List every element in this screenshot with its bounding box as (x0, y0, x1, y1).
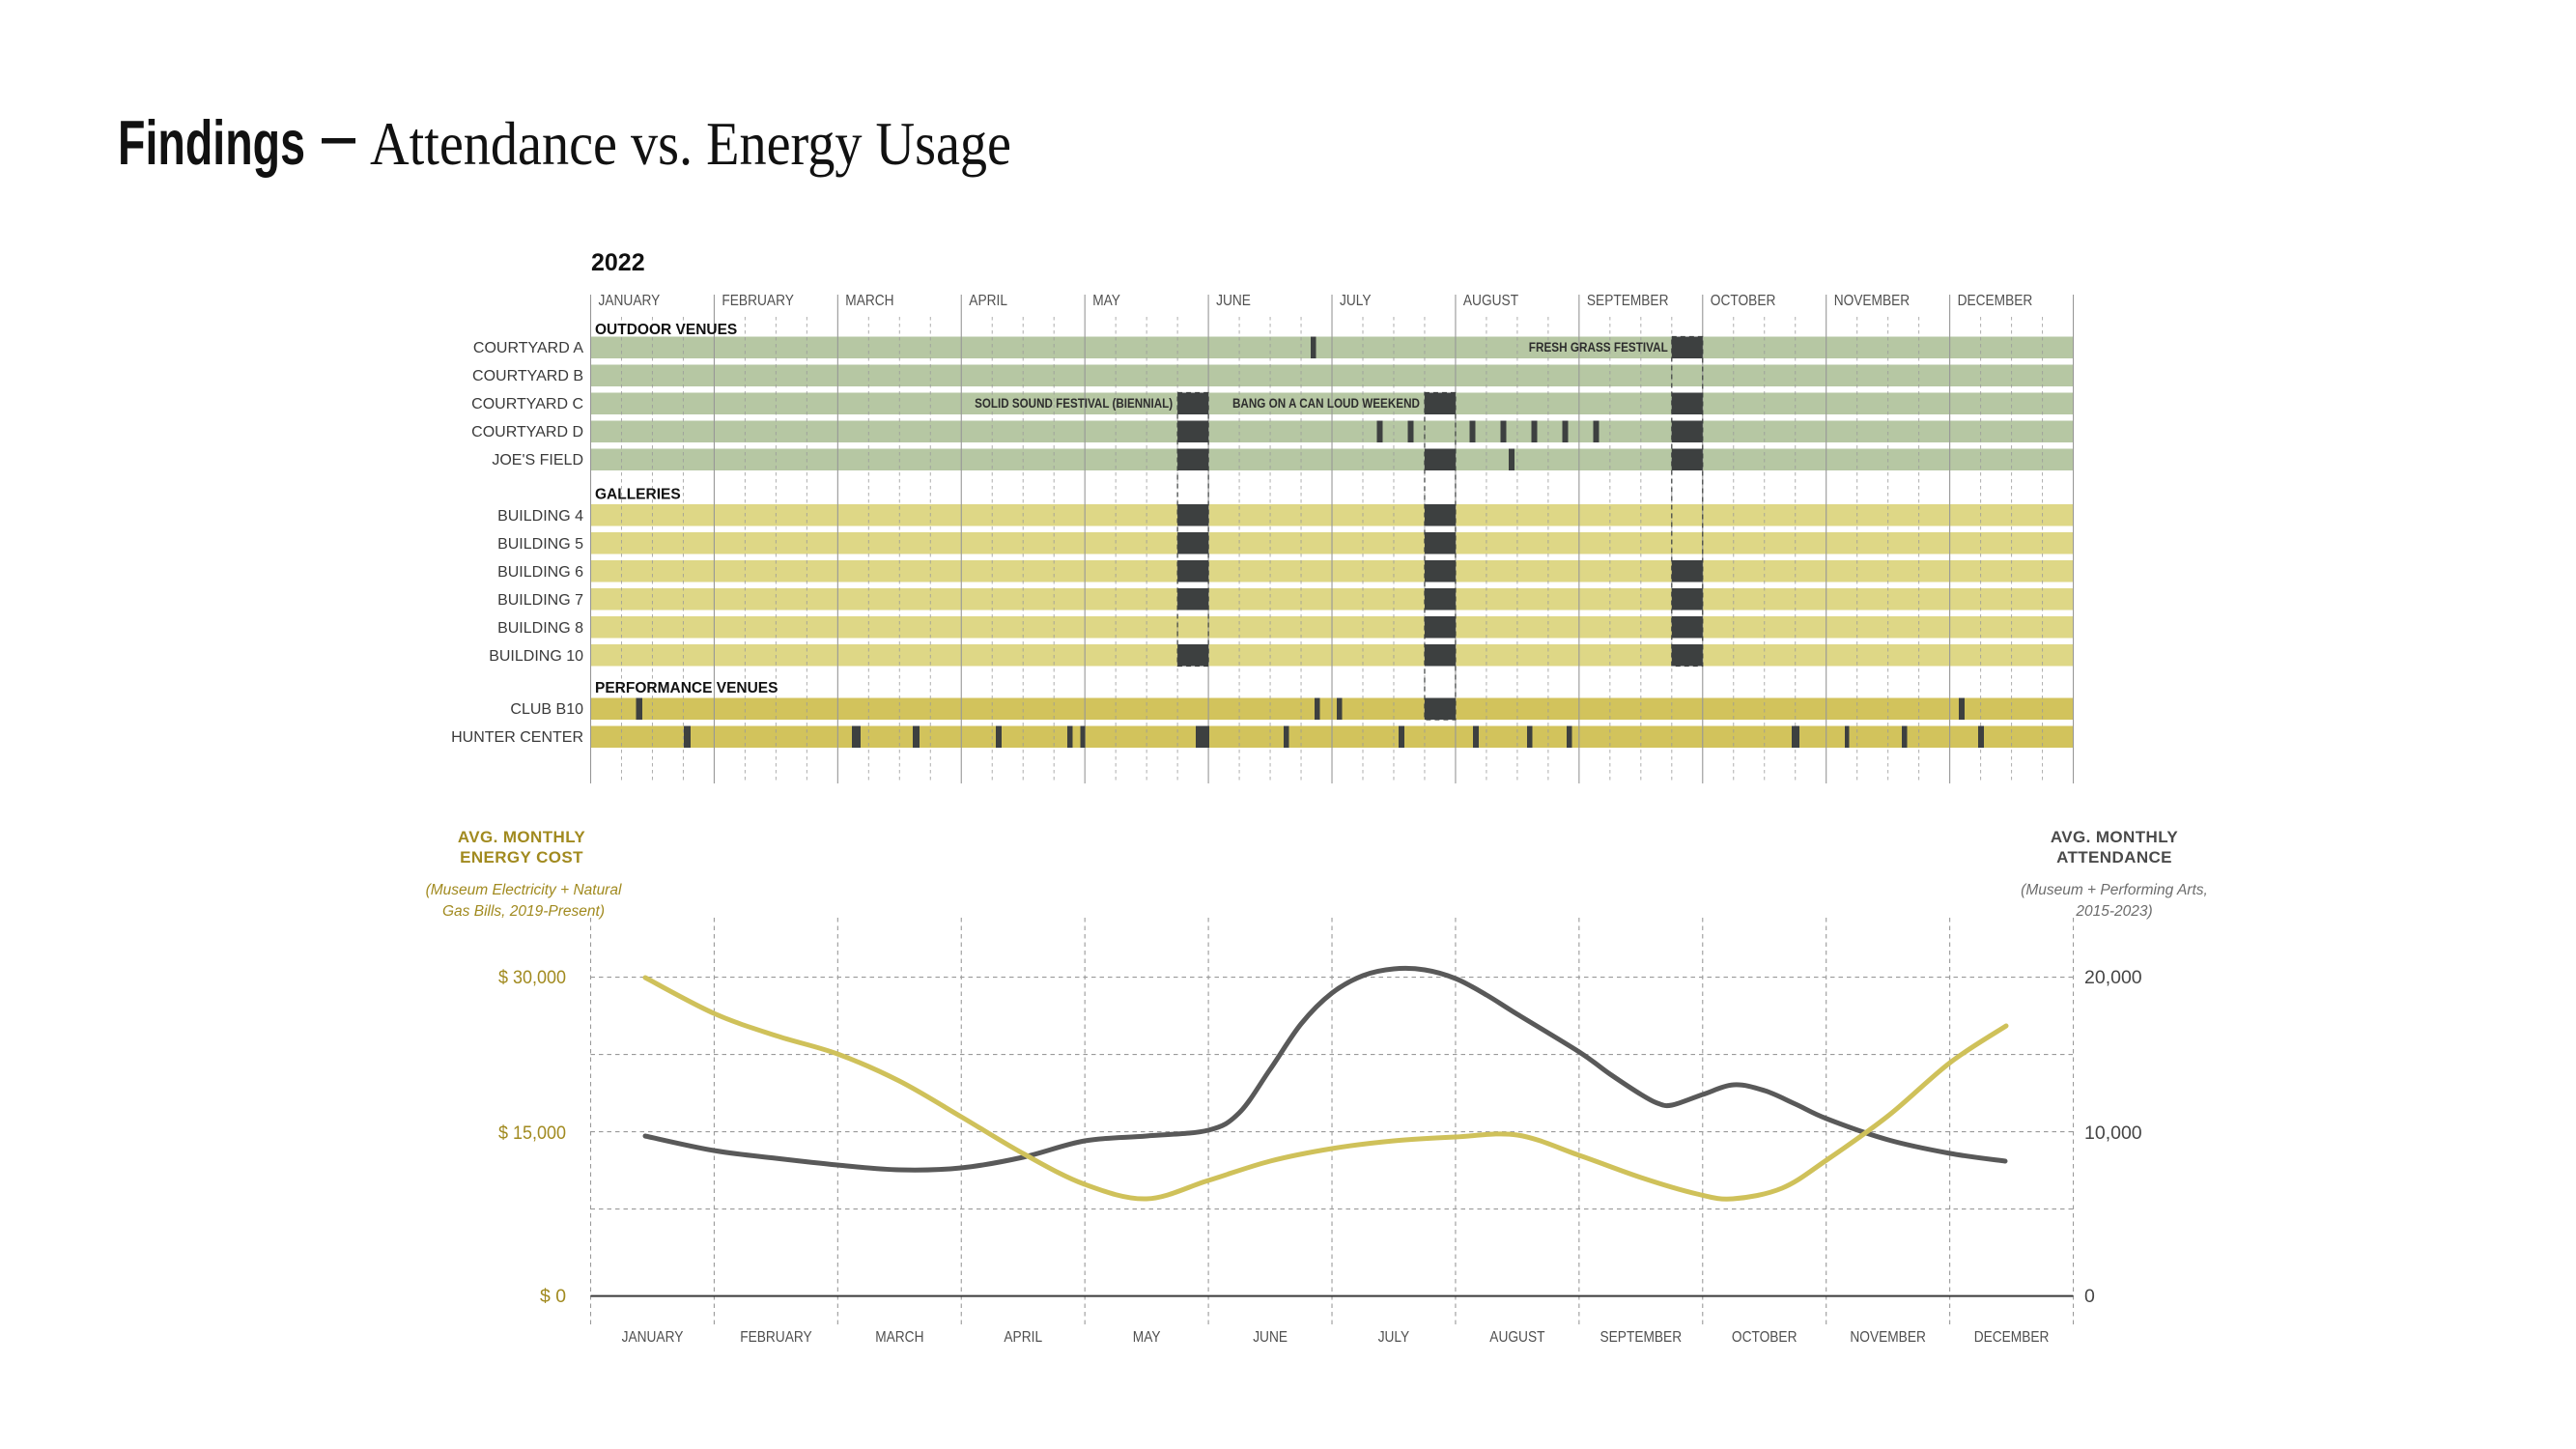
svg-text:(Museum + Performing Arts,: (Museum + Performing Arts, (2021, 882, 2208, 898)
svg-text:PERFORMANCE VENUES: PERFORMANCE VENUES (595, 680, 778, 696)
svg-text:SEPTEMBER: SEPTEMBER (1587, 293, 1669, 309)
svg-text:MARCH: MARCH (875, 1329, 923, 1346)
svg-text:DECEMBER: DECEMBER (1974, 1329, 2050, 1346)
svg-text:JANUARY: JANUARY (599, 293, 661, 309)
svg-text:BUILDING 6: BUILDING 6 (497, 564, 583, 581)
svg-text:20,000: 20,000 (2084, 967, 2142, 988)
svg-text:MAY: MAY (1092, 293, 1120, 309)
svg-text:MARCH: MARCH (845, 293, 893, 309)
svg-text:$ 15,000: $ 15,000 (498, 1122, 566, 1144)
svg-text:COURTYARD B: COURTYARD B (472, 368, 583, 384)
svg-text:Findings: Findings (118, 107, 305, 178)
svg-text:$ 30,000: $ 30,000 (498, 967, 566, 988)
svg-text:(Museum Electricity + Natural: (Museum Electricity + Natural (426, 882, 622, 898)
svg-text:AVG. MONTHLY: AVG. MONTHLY (458, 828, 586, 846)
svg-text:DECEMBER: DECEMBER (1958, 293, 2033, 309)
svg-text:APRIL: APRIL (969, 293, 1007, 309)
svg-text:COURTYARD A: COURTYARD A (473, 340, 583, 356)
svg-text:JUNE: JUNE (1216, 293, 1251, 309)
svg-text:ATTENDANCE: ATTENDANCE (2056, 848, 2172, 867)
svg-text:OUTDOOR VENUES: OUTDOOR VENUES (595, 322, 737, 338)
svg-text:BUILDING 5: BUILDING 5 (497, 536, 583, 553)
svg-text:CLUB B10: CLUB B10 (510, 701, 583, 718)
svg-text:FRESH GRASS FESTIVAL: FRESH GRASS FESTIVAL (1529, 340, 1668, 355)
svg-text:AVG. MONTHLY: AVG. MONTHLY (2051, 828, 2179, 846)
svg-text:SOLID SOUND FESTIVAL (BIENNIAL: SOLID SOUND FESTIVAL (BIENNIAL) (975, 396, 1173, 411)
svg-text:10,000: 10,000 (2084, 1122, 2142, 1144)
svg-text:SEPTEMBER: SEPTEMBER (1600, 1329, 1683, 1346)
svg-text:FEBRUARY: FEBRUARY (740, 1329, 812, 1346)
svg-text:COURTYARD C: COURTYARD C (471, 396, 583, 412)
svg-text:ENERGY COST: ENERGY COST (460, 848, 583, 867)
svg-text:FEBRUARY: FEBRUARY (722, 293, 794, 309)
svg-text:OCTOBER: OCTOBER (1711, 293, 1776, 309)
svg-text:2022: 2022 (591, 249, 645, 276)
svg-text:BUILDING 4: BUILDING 4 (497, 508, 583, 525)
svg-text:2015-2023): 2015-2023) (2075, 903, 2152, 920)
svg-text:COURTYARD D: COURTYARD D (471, 424, 583, 440)
svg-text:JULY: JULY (1340, 293, 1372, 309)
svg-text:GALLERIES: GALLERIES (595, 487, 681, 503)
svg-text:APRIL: APRIL (1004, 1329, 1042, 1346)
svg-text:JANUARY: JANUARY (622, 1329, 684, 1346)
svg-text:JOE'S FIELD: JOE'S FIELD (492, 452, 583, 469)
svg-text:BUILDING 8: BUILDING 8 (497, 620, 583, 637)
svg-text:NOVEMBER: NOVEMBER (1834, 293, 1911, 309)
svg-text:BUILDING 7: BUILDING 7 (497, 592, 583, 609)
svg-text:AUGUST: AUGUST (1489, 1329, 1545, 1346)
svg-text:OCTOBER: OCTOBER (1732, 1329, 1798, 1346)
svg-text:JUNE: JUNE (1253, 1329, 1288, 1346)
svg-text:JULY: JULY (1378, 1329, 1410, 1346)
svg-text:BANG ON A CAN LOUD WEEKEND: BANG ON A CAN LOUD WEEKEND (1232, 396, 1420, 411)
svg-text:0: 0 (2084, 1286, 2095, 1307)
svg-text:HUNTER CENTER: HUNTER CENTER (451, 729, 583, 746)
svg-text:NOVEMBER: NOVEMBER (1850, 1329, 1926, 1346)
svg-text:$ 0: $ 0 (540, 1286, 566, 1307)
svg-text:BUILDING 10: BUILDING 10 (489, 648, 583, 665)
svg-text:Gas Bills, 2019-Present): Gas Bills, 2019-Present) (442, 903, 605, 920)
svg-text:MAY: MAY (1133, 1329, 1161, 1346)
svg-text:AUGUST: AUGUST (1463, 293, 1519, 309)
svg-text:Attendance vs. Energy Usage: Attendance vs. Energy Usage (370, 110, 1011, 178)
